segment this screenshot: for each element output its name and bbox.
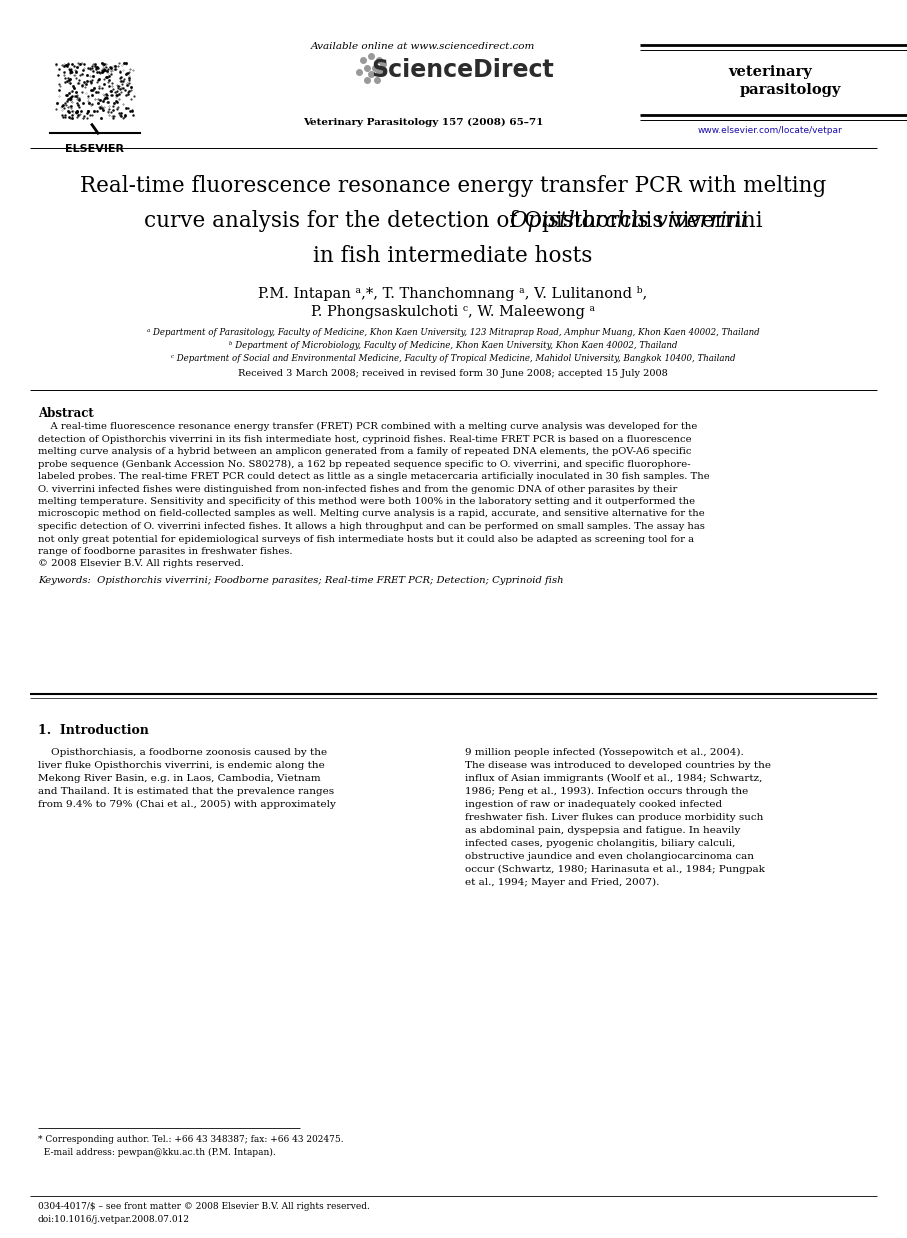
Text: ᵇ Department of Microbiology, Faculty of Medicine, Khon Kaen University, Khon Ka: ᵇ Department of Microbiology, Faculty of… [229, 340, 678, 350]
Text: O. viverrini infected fishes were distinguished from non-infected fishes and fro: O. viverrini infected fishes were distin… [38, 484, 678, 494]
Text: labeled probes. The real-time FRET PCR could detect as little as a single metace: labeled probes. The real-time FRET PCR c… [38, 472, 710, 482]
Text: as abdominal pain, dyspepsia and fatigue. In heavily: as abdominal pain, dyspepsia and fatigue… [465, 826, 740, 834]
Text: freshwater fish. Liver flukes can produce morbidity such: freshwater fish. Liver flukes can produc… [465, 813, 764, 822]
Text: curve analysis for the detection of Opisthorchis viverrini: curve analysis for the detection of Opis… [143, 210, 762, 232]
Text: obstructive jaundice and even cholangiocarcinoma can: obstructive jaundice and even cholangioc… [465, 852, 754, 860]
Text: from 9.4% to 79% (Chai et al., 2005) with approximately: from 9.4% to 79% (Chai et al., 2005) wit… [38, 800, 336, 810]
Text: infected cases, pyogenic cholangitis, biliary calculi,: infected cases, pyogenic cholangitis, bi… [465, 839, 736, 848]
Text: doi:10.1016/j.vetpar.2008.07.012: doi:10.1016/j.vetpar.2008.07.012 [38, 1214, 190, 1224]
Text: specific detection of O. viverrini infected fishes. It allows a high throughput : specific detection of O. viverrini infec… [38, 522, 705, 531]
Text: Keywords:  Opisthorchis viverrini; Foodborne parasites; Real-time FRET PCR; Dete: Keywords: Opisthorchis viverrini; Foodbo… [38, 576, 563, 586]
Text: 0304-4017/$ – see front matter © 2008 Elsevier B.V. All rights reserved.: 0304-4017/$ – see front matter © 2008 El… [38, 1202, 370, 1211]
Text: Available online at www.sciencedirect.com: Available online at www.sciencedirect.co… [311, 42, 535, 51]
Text: melting curve analysis of a hybrid between an amplicon generated from a family o: melting curve analysis of a hybrid betwe… [38, 447, 691, 456]
Text: Received 3 March 2008; received in revised form 30 June 2008; accepted 15 July 2: Received 3 March 2008; received in revis… [239, 369, 668, 378]
Text: Mekong River Basin, e.g. in Laos, Cambodia, Vietnam: Mekong River Basin, e.g. in Laos, Cambod… [38, 774, 321, 782]
Text: range of foodborne parasites in freshwater fishes.: range of foodborne parasites in freshwat… [38, 547, 292, 556]
Text: melting temperature. Sensitivity and specificity of this method were both 100% i: melting temperature. Sensitivity and spe… [38, 496, 695, 506]
Text: liver fluke Opisthorchis viverrini, is endemic along the: liver fluke Opisthorchis viverrini, is e… [38, 761, 325, 770]
Text: Real-time fluorescence resonance energy transfer PCR with melting: Real-time fluorescence resonance energy … [80, 175, 826, 197]
Text: 1.  Introduction: 1. Introduction [38, 724, 149, 737]
Text: Veterinary Parasitology 157 (2008) 65–71: Veterinary Parasitology 157 (2008) 65–71 [303, 118, 543, 128]
Text: Opisthorchiasis, a foodborne zoonosis caused by the: Opisthorchiasis, a foodborne zoonosis ca… [38, 748, 327, 756]
Text: www.elsevier.com/locate/vetpar: www.elsevier.com/locate/vetpar [697, 126, 843, 135]
Text: ingestion of raw or inadequately cooked infected: ingestion of raw or inadequately cooked … [465, 800, 722, 808]
Text: Abstract: Abstract [38, 407, 93, 420]
Text: ELSEVIER: ELSEVIER [65, 144, 124, 154]
Text: occur (Schwartz, 1980; Harinasuta et al., 1984; Pungpak: occur (Schwartz, 1980; Harinasuta et al.… [465, 865, 765, 874]
Text: Opisthorchis viverrini: Opisthorchis viverrini [511, 210, 748, 232]
Text: influx of Asian immigrants (Woolf et al., 1984; Schwartz,: influx of Asian immigrants (Woolf et al.… [465, 774, 763, 784]
Text: 1986; Peng et al., 1993). Infection occurs through the: 1986; Peng et al., 1993). Infection occu… [465, 787, 748, 796]
Text: ᶜ Department of Social and Environmental Medicine, Faculty of Tropical Medicine,: ᶜ Department of Social and Environmental… [171, 354, 736, 363]
Text: 9 million people infected (Yossepowitch et al., 2004).: 9 million people infected (Yossepowitch … [465, 748, 744, 758]
Text: parasitology: parasitology [739, 83, 841, 97]
Text: not only great potential for epidemiological surveys of fish intermediate hosts : not only great potential for epidemiolog… [38, 535, 694, 543]
Text: detection of Opisthorchis viverrini in its fish intermediate host, cyprinoid fis: detection of Opisthorchis viverrini in i… [38, 435, 692, 443]
Text: The disease was introduced to developed countries by the: The disease was introduced to developed … [465, 761, 771, 770]
Text: P. Phongsaskulchoti ᶜ, W. Maleewong ᵃ: P. Phongsaskulchoti ᶜ, W. Maleewong ᵃ [311, 305, 595, 319]
Text: and Thailand. It is estimated that the prevalence ranges: and Thailand. It is estimated that the p… [38, 787, 334, 796]
Text: E-mail address: pewpan@kku.ac.th (P.M. Intapan).: E-mail address: pewpan@kku.ac.th (P.M. I… [38, 1148, 276, 1158]
Text: ᵃ Department of Parasitology, Faculty of Medicine, Khon Kaen University, 123 Mit: ᵃ Department of Parasitology, Faculty of… [147, 328, 759, 337]
Text: probe sequence (Genbank Accession No. S80278), a 162 bp repeated sequence specif: probe sequence (Genbank Accession No. S8… [38, 459, 690, 469]
Text: ScienceDirect: ScienceDirect [372, 58, 554, 82]
Text: microscopic method on field-collected samples as well. Melting curve analysis is: microscopic method on field-collected sa… [38, 510, 705, 519]
Text: P.M. Intapan ᵃ,*, T. Thanchomnang ᵃ, V. Lulitanond ᵇ,: P.M. Intapan ᵃ,*, T. Thanchomnang ᵃ, V. … [258, 286, 648, 301]
Text: et al., 1994; Mayer and Fried, 2007).: et al., 1994; Mayer and Fried, 2007). [465, 878, 659, 888]
Text: © 2008 Elsevier B.V. All rights reserved.: © 2008 Elsevier B.V. All rights reserved… [38, 560, 244, 568]
Text: veterinary: veterinary [728, 66, 812, 79]
Text: in fish intermediate hosts: in fish intermediate hosts [313, 245, 592, 267]
Text: A real-time fluorescence resonance energy transfer (FRET) PCR combined with a me: A real-time fluorescence resonance energ… [38, 422, 697, 431]
Text: * Corresponding author. Tel.: +66 43 348387; fax: +66 43 202475.: * Corresponding author. Tel.: +66 43 348… [38, 1135, 344, 1144]
